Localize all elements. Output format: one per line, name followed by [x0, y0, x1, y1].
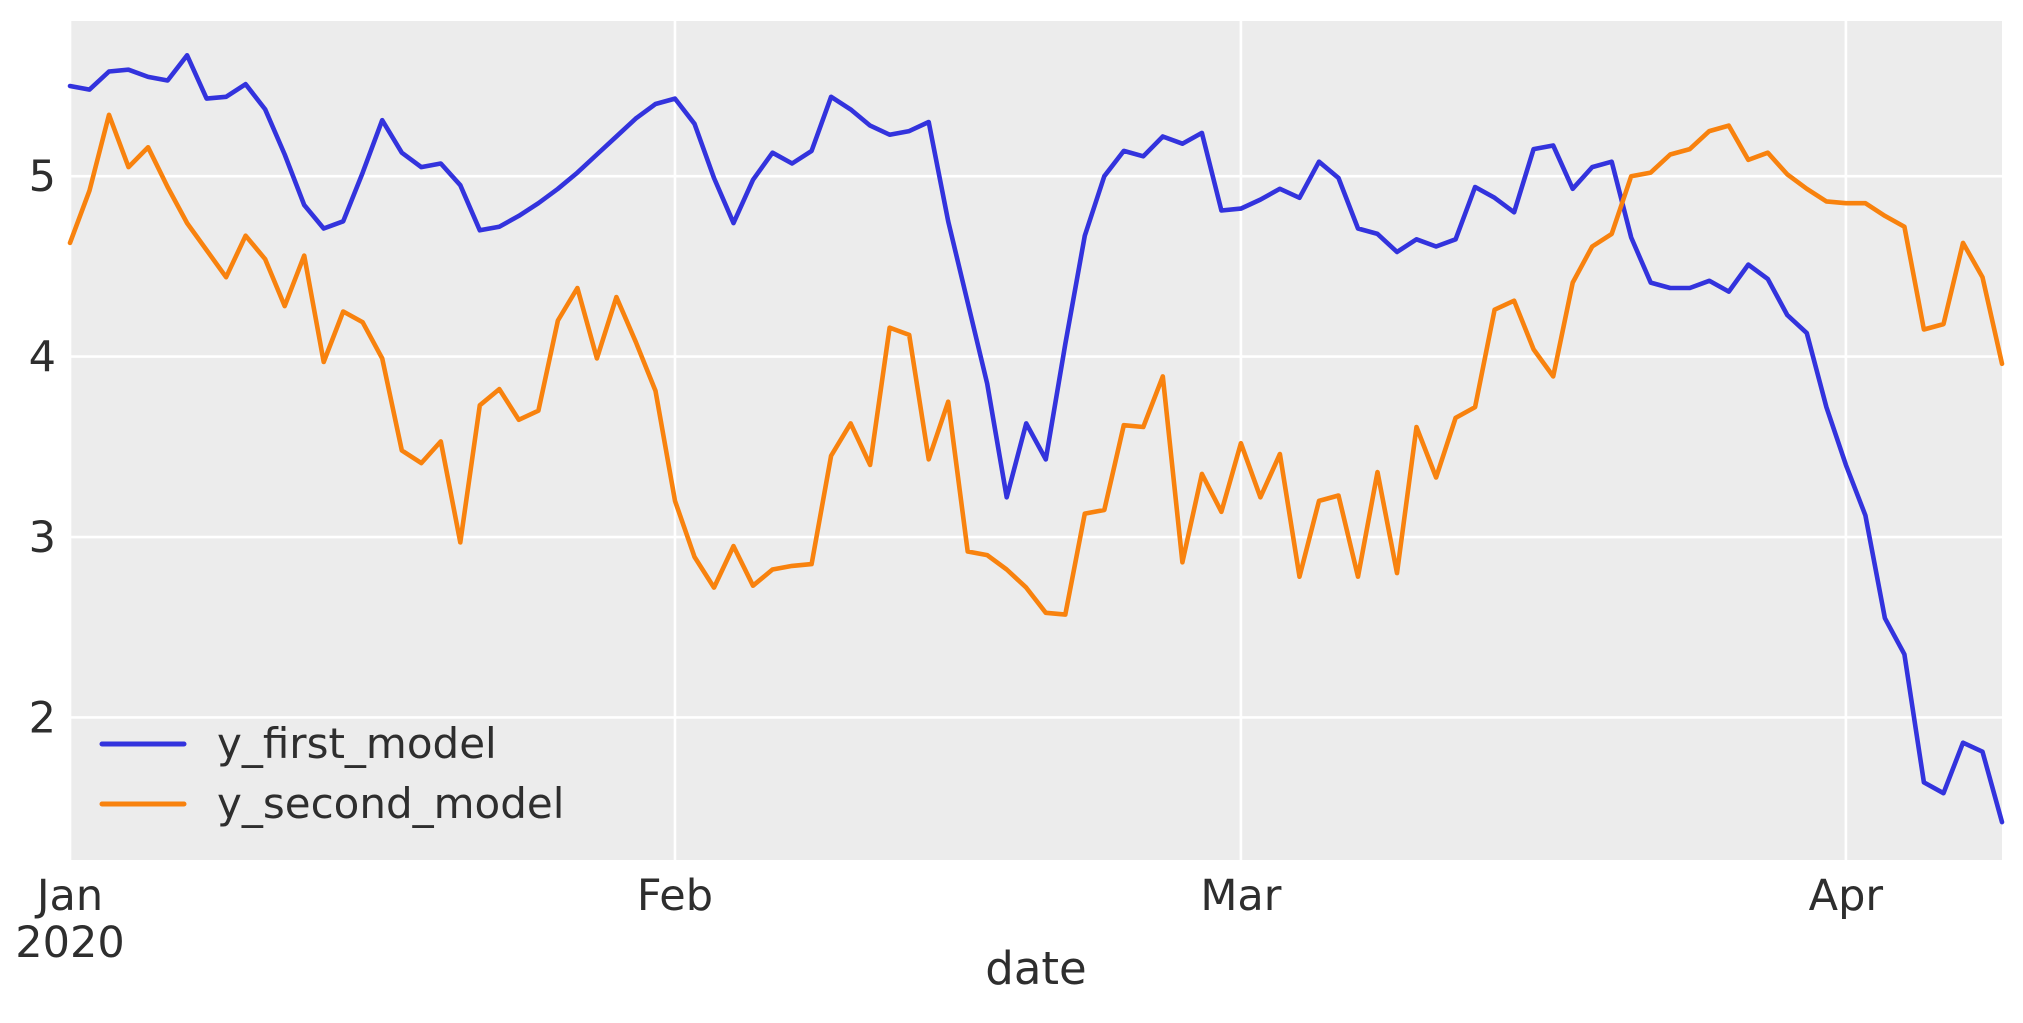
legend: y_first_model y_second_model — [99, 719, 564, 828]
series-line-y_first_model — [67, 52, 2005, 825]
x-tick-sublabel-2020: 2020 — [15, 918, 124, 968]
x-axis-title: date — [985, 942, 1086, 995]
legend-label-y_first_model: y_first_model — [217, 719, 497, 768]
data-series-lines — [67, 52, 2005, 825]
y-tick-label-4: 4 — [29, 333, 56, 383]
series-line-y_second_model — [67, 112, 2005, 617]
x-tick-label-Jan: Jan — [34, 871, 103, 921]
x-tick-label-Mar: Mar — [1200, 871, 1281, 921]
x-tick-label-Feb: Feb — [637, 871, 713, 921]
legend-label-y_second_model: y_second_model — [217, 779, 564, 828]
x-tick-label-Apr: Apr — [1809, 871, 1884, 921]
y-tick-label-3: 3 — [29, 513, 56, 563]
gridlines — [68, 21, 2002, 860]
y-axis-tick-labels: 2 3 4 5 — [29, 152, 56, 743]
y-tick-label-5: 5 — [29, 152, 56, 202]
y-tick-label-2: 2 — [29, 693, 56, 743]
